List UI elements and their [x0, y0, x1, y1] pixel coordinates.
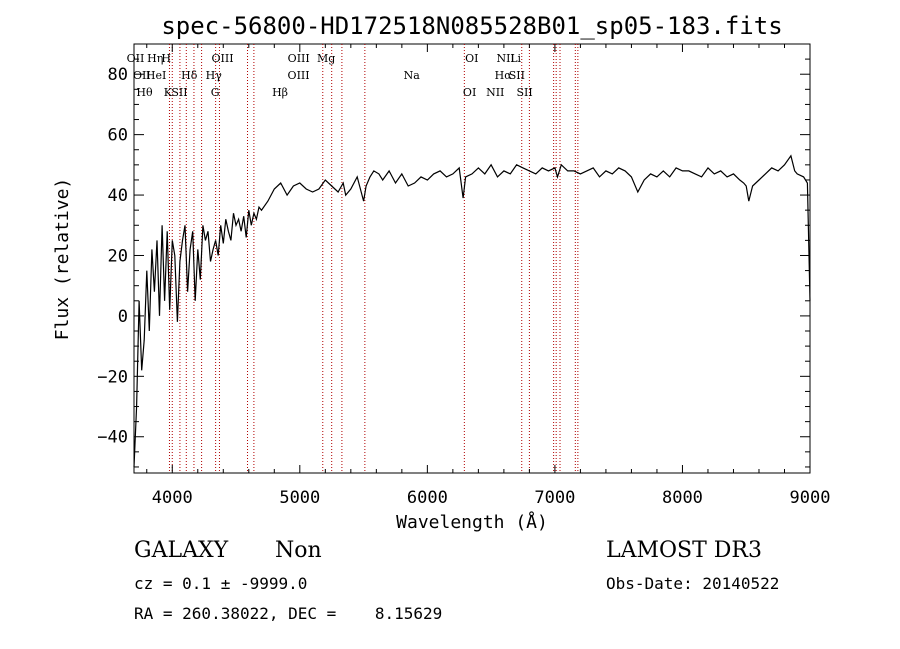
line-label: OI — [465, 52, 478, 65]
y-tick-label: 60 — [108, 126, 128, 146]
x-tick-label: 5000 — [279, 488, 320, 508]
y-axis-label: Flux (relative) — [52, 178, 73, 341]
x-tick-label: 9000 — [790, 488, 831, 508]
line-label: NII — [486, 86, 504, 99]
y-tick-label: 20 — [108, 246, 128, 266]
redshift-info: cz = 0.1 ± -9999.0 — [134, 574, 308, 593]
line-labels: OIIOIIHθHηHeIKHHδSIIOIIIHγGOIIIOIIIHβMgN… — [127, 52, 533, 99]
coordinates: RA = 260.38022, DEC = 8.15629 — [134, 604, 443, 623]
x-tick-label: 6000 — [407, 488, 448, 508]
y-tick-label: 80 — [108, 65, 128, 85]
line-label: OII — [133, 69, 151, 82]
object-subclass: Non — [275, 538, 322, 563]
y-tick-label: −20 — [97, 367, 128, 387]
y-tick-label: −40 — [97, 428, 128, 448]
x-tick-label: 8000 — [662, 488, 703, 508]
x-axis-label: Wavelength (Å) — [396, 511, 548, 533]
line-label: G — [211, 86, 220, 99]
survey-name: LAMOST DR3 — [606, 538, 762, 563]
line-label: OIII — [288, 69, 310, 82]
object-class: GALAXY — [134, 538, 229, 563]
line-label: SII — [171, 86, 187, 99]
line-label: SII — [516, 86, 532, 99]
line-label: OIII — [288, 52, 310, 65]
line-label: H — [161, 52, 171, 65]
line-label: HeI — [146, 69, 166, 82]
line-label: OIII — [212, 52, 234, 65]
line-label: Hα — [495, 69, 513, 82]
y-tick-label: 40 — [108, 186, 128, 206]
y-tick-label: 0 — [118, 307, 128, 327]
line-label: Li — [510, 52, 521, 65]
line-label: Hθ — [136, 86, 153, 99]
x-tick-label: 7000 — [534, 488, 575, 508]
x-tick-label: 4000 — [152, 488, 193, 508]
line-label: NII — [497, 52, 515, 65]
line-label: SII — [509, 69, 525, 82]
line-label: OI — [463, 86, 476, 99]
line-label: Hη — [147, 52, 163, 65]
spectrum-line — [133, 154, 811, 468]
line-label: Hδ — [181, 69, 198, 82]
reference-lines — [168, 44, 579, 473]
chart-title: spec-56800-HD172518N085528B01_sp05-183.f… — [161, 12, 782, 40]
line-label: Hγ — [206, 69, 223, 82]
line-label: OII — [127, 52, 145, 65]
line-label: Hβ — [272, 86, 288, 99]
plot-frame — [133, 43, 811, 474]
series-group — [133, 154, 811, 468]
line-label: Na — [404, 69, 421, 82]
line-label: K — [164, 86, 173, 99]
observation-date: Obs-Date: 20140522 — [606, 574, 780, 593]
line-label: Mg — [317, 52, 335, 65]
